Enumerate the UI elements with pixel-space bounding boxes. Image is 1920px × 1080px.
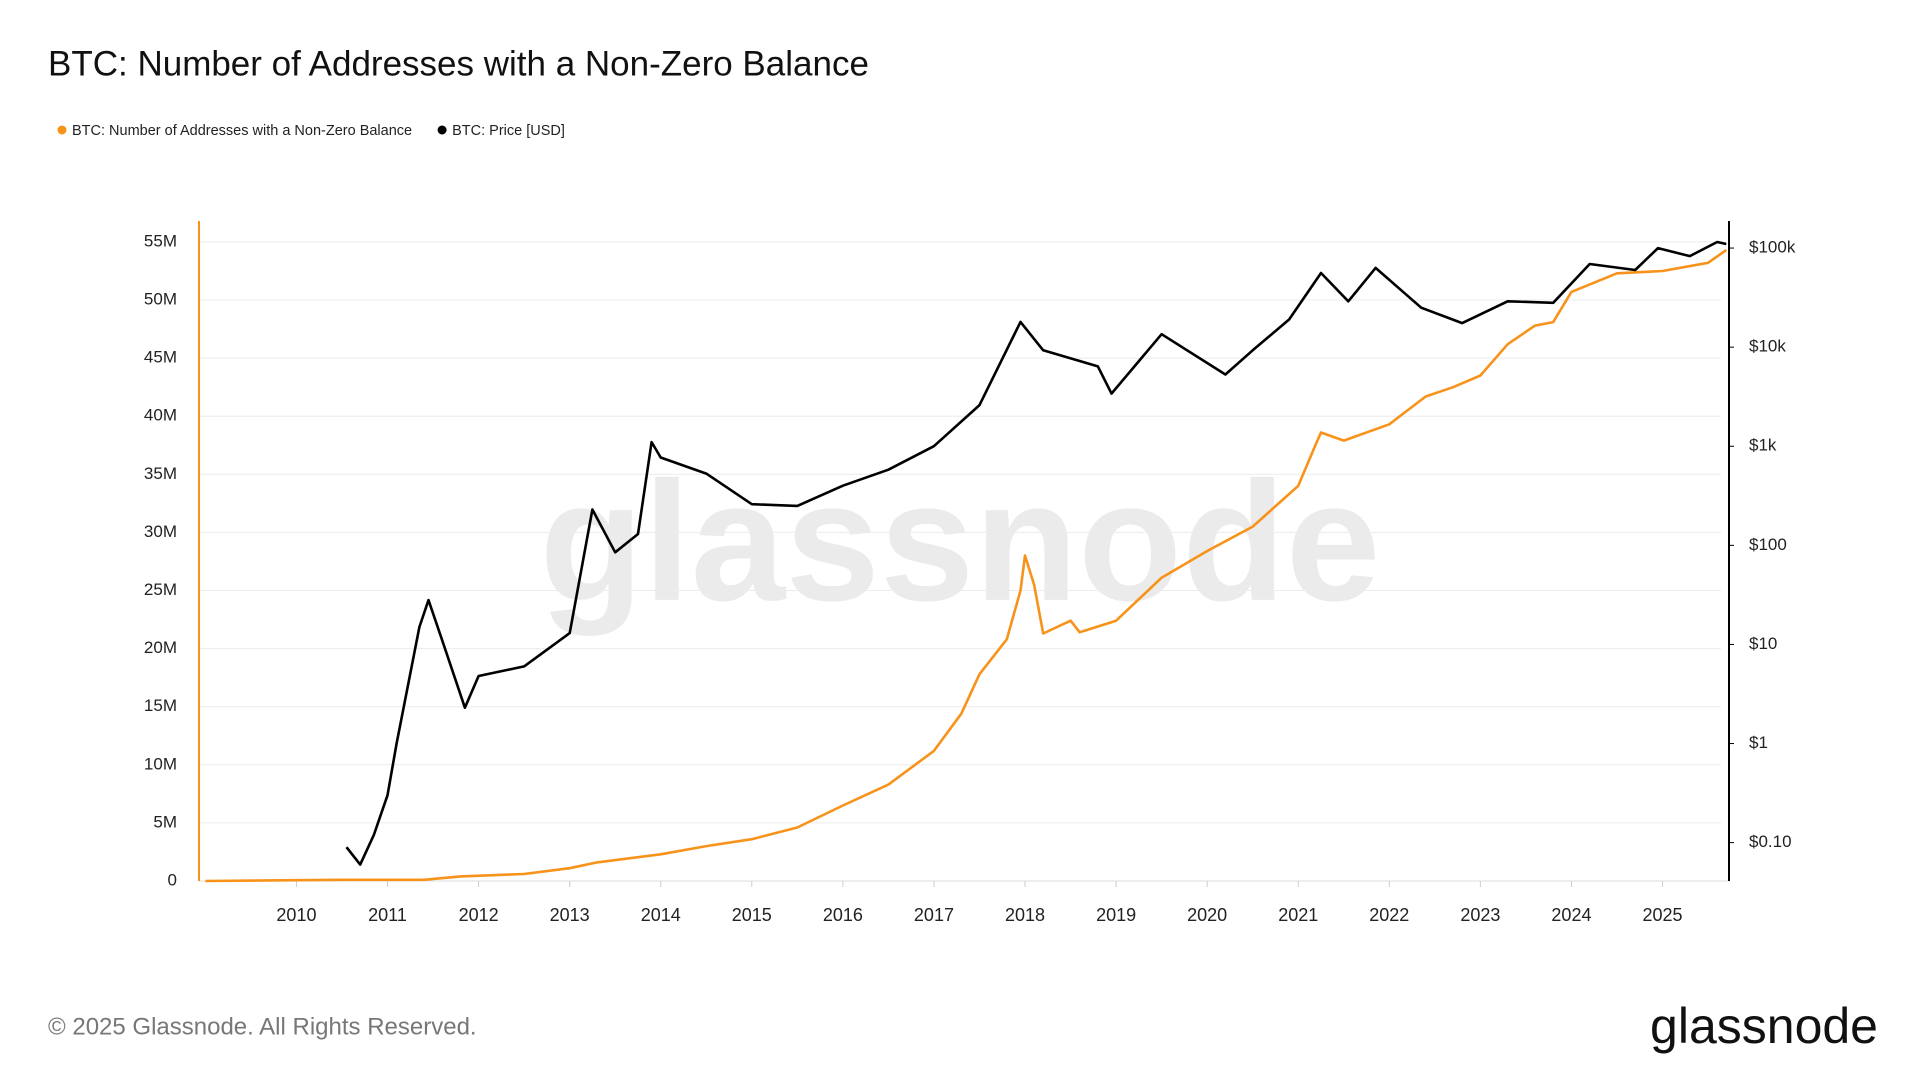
- x-tick-label: 2018: [1005, 905, 1045, 925]
- y-tick-label: 15M: [144, 696, 177, 715]
- y-tick-label: 10M: [144, 754, 177, 773]
- y-tick-label: 20M: [144, 638, 177, 657]
- x-tick-label: 2019: [1096, 905, 1136, 925]
- y-tick-label: 40M: [144, 406, 177, 425]
- x-tick-label: 2011: [368, 905, 407, 925]
- y2-tick-label: $1k: [1749, 436, 1777, 455]
- chart-title: BTC: Number of Addresses with a Non-Zero…: [48, 44, 869, 83]
- y-tick-label: 55M: [144, 231, 177, 250]
- y-tick-label: 50M: [144, 289, 177, 308]
- series-line: [205, 248, 1728, 883]
- x-tick-label: 2010: [276, 905, 316, 925]
- x-tick-label: 2015: [732, 905, 772, 925]
- x-tick-label: 2023: [1460, 905, 1500, 925]
- y2-tick-label: $10k: [1749, 337, 1786, 356]
- x-tick-label: 2016: [823, 905, 863, 925]
- x-tick-label: 2021: [1278, 905, 1318, 925]
- watermark: glassnode: [540, 447, 1381, 637]
- y-tick-label: 5M: [153, 812, 177, 831]
- logo: glassnode: [1650, 998, 1878, 1054]
- x-tick-label: 2025: [1642, 905, 1682, 925]
- x-tick-label: 2020: [1187, 905, 1227, 925]
- x-tick-label: 2012: [459, 905, 499, 925]
- legend-marker: [437, 125, 447, 135]
- y-tick-label: 30M: [144, 522, 177, 541]
- legend-label: BTC: Number of Addresses with a Non-Zero…: [72, 123, 412, 139]
- legend-label: BTC: Price [USD]: [452, 123, 565, 139]
- series-line: [345, 240, 1727, 866]
- y-tick-label: 0: [168, 870, 177, 889]
- y-tick-label: 35M: [144, 464, 177, 483]
- y-tick-label: 45M: [144, 348, 177, 367]
- y2-tick-label: $1: [1749, 733, 1768, 752]
- x-tick-label: 2024: [1551, 905, 1591, 925]
- y2-tick-label: $10: [1749, 634, 1777, 653]
- y2-tick-label: $100k: [1749, 238, 1796, 257]
- y-tick-label: 25M: [144, 580, 177, 599]
- x-tick-label: 2014: [641, 905, 681, 925]
- footer: © 2025 Glassnode. All Rights Reserved.: [48, 1013, 477, 1040]
- y2-tick-label: $0.10: [1749, 832, 1792, 851]
- y2-tick-label: $100: [1749, 535, 1787, 554]
- legend-marker: [57, 125, 67, 135]
- x-tick-label: 2022: [1369, 905, 1409, 925]
- x-tick-label: 2013: [550, 905, 590, 925]
- x-tick-label: 2017: [914, 905, 954, 925]
